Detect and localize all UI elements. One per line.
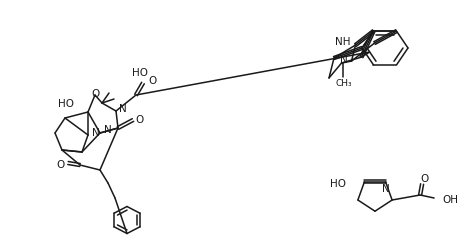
Text: CH₃: CH₃ (335, 79, 352, 87)
Text: HO: HO (330, 179, 346, 189)
Text: O: O (57, 160, 65, 170)
Text: O: O (136, 115, 144, 125)
Text: N: N (92, 128, 100, 138)
Text: N: N (119, 104, 127, 114)
Text: N: N (382, 184, 390, 194)
Text: HO: HO (58, 99, 74, 109)
Text: N: N (104, 125, 112, 135)
Text: O: O (92, 89, 100, 99)
Text: O: O (420, 174, 428, 184)
Text: O: O (148, 76, 156, 86)
Text: NH: NH (335, 37, 350, 47)
Text: OH: OH (442, 195, 458, 205)
Text: HO: HO (132, 68, 148, 78)
Text: N: N (340, 55, 347, 65)
